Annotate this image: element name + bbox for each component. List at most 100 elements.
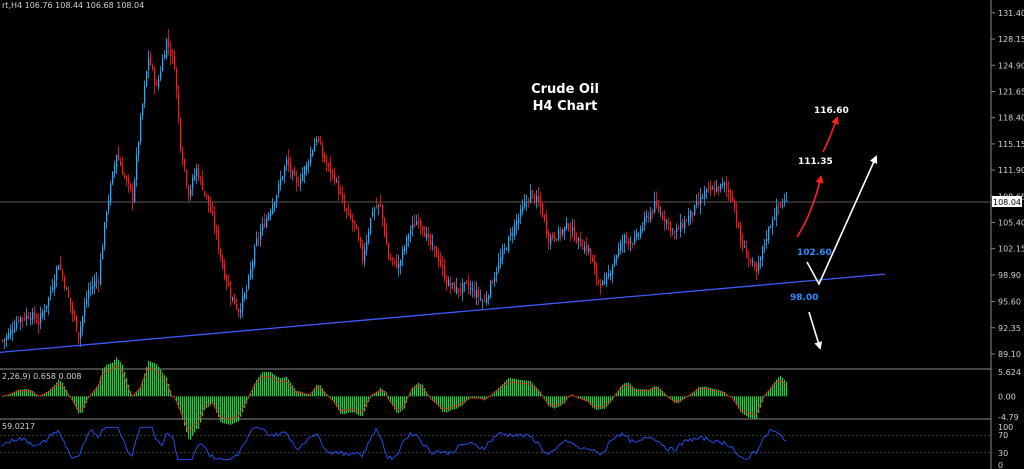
rsi-axis-label: 70 [998,431,1008,440]
macd-bar [692,392,694,397]
macd-bar [114,359,116,397]
candle-body [152,65,154,69]
candle-body [612,265,614,275]
macd-bar [782,377,784,397]
candle-body [206,193,208,196]
candle-body [142,104,144,117]
candle-body [682,223,684,228]
macd-bar [16,390,18,397]
candle-body [258,237,260,239]
macd-bar [366,396,368,407]
candle-body [602,280,604,286]
candle-body [138,142,140,155]
macd-bar [272,373,274,397]
candle-body [678,228,680,230]
macd-bar [30,389,32,397]
macd-bar [702,386,704,397]
candle-body [272,204,274,214]
candle-body [620,242,622,251]
macd-bar [772,384,774,397]
macd-bar [126,378,128,397]
candle-body [584,245,586,252]
candle-body [676,228,678,232]
candle-body [460,289,462,291]
candle-body [362,245,364,261]
candle-body [84,306,86,317]
macd-bar [194,396,196,433]
macd-bar [768,390,770,397]
macd-bar [362,396,364,417]
candle-body [116,154,118,167]
candle-body [22,318,24,320]
candle-body [26,314,28,320]
macd-bar [438,396,440,407]
price-axis-tick-label: 115.15 [998,140,1024,149]
macd-bar [56,382,58,397]
macd-bar [514,378,516,397]
macd-bar [610,396,612,403]
candle-body [640,228,642,237]
candle-body [140,116,142,142]
macd-bar [552,396,554,408]
macd-bar [740,396,742,412]
macd-bar [598,396,600,410]
macd-bar [258,377,260,397]
price-axis-tick-label: 128.15 [998,35,1024,44]
candle-body [470,288,472,290]
candle-body [160,71,162,80]
candle-body [524,202,526,207]
candle-body [702,197,704,199]
candle-body [566,222,568,229]
candle-body [656,199,658,207]
candle-body [176,69,178,91]
macd-bar [210,396,212,406]
candle-body [198,168,200,179]
macd-bar [688,396,690,397]
candle-body [536,196,538,202]
candle-body [52,287,54,291]
candle-body [782,205,784,207]
candle-body [202,178,204,191]
macd-bar [158,367,160,397]
macd-bar [604,396,606,409]
macd-bar [578,396,580,399]
white-arrow-up [806,155,878,286]
macd-bar [360,396,362,416]
macd-bar [780,375,782,397]
candle-body [312,150,314,156]
macd-bar [676,396,678,403]
candle-body [506,249,508,251]
candle-body [354,220,356,224]
macd-bar [350,396,352,413]
macd-bar [72,396,74,401]
macd-bar [564,396,566,404]
rsi-axis-label: 30 [998,449,1008,458]
candle-body [134,180,136,202]
macd-bar [214,396,216,408]
macd-bar [286,376,288,397]
macd-bar [652,387,654,397]
candle-body [614,258,616,265]
candle-body [296,177,298,183]
candle-body [20,317,22,323]
candle-body [232,296,234,301]
macd-bar [186,396,188,433]
candle-body [96,280,98,282]
macd-bar [188,396,190,439]
macd-bar [344,396,346,415]
candle-body [516,220,518,226]
target-label-116: 116.60 [814,106,849,116]
macd-bar [160,369,162,397]
candle-body [310,153,312,164]
macd-bar [466,396,468,402]
candle-body [434,245,436,249]
candle-body [456,287,458,294]
candle-body [422,226,424,232]
candle-body [344,201,346,209]
macd-bar [786,382,788,397]
macd-bar [498,387,500,397]
macd-bar [202,396,204,417]
candle-body [56,267,58,280]
